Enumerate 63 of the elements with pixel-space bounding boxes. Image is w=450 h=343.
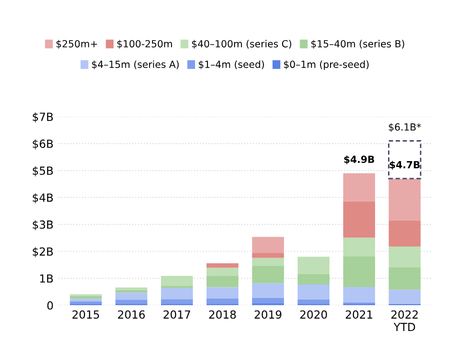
bar xyxy=(252,298,284,304)
bar xyxy=(115,287,148,290)
x-tick-label: 2018 xyxy=(209,310,236,319)
x-tick-label: 2016 xyxy=(118,310,145,319)
y-tick-label: $3B xyxy=(32,220,53,230)
bar xyxy=(343,256,376,287)
bar xyxy=(206,263,238,268)
bar xyxy=(298,274,330,285)
legend-label: $0–1m (pre-seed) xyxy=(284,60,369,70)
y-tick-label: $5B xyxy=(32,166,53,176)
bar xyxy=(252,258,284,266)
x-tick-label: 2015 xyxy=(72,310,99,319)
y-tick-label: 1B xyxy=(40,274,53,283)
bar xyxy=(252,236,284,253)
bar xyxy=(160,299,193,304)
bar xyxy=(70,298,102,302)
y-tick-label: 0 xyxy=(47,301,53,310)
bar xyxy=(115,292,148,300)
bar xyxy=(160,276,193,286)
annotation: $4.7B xyxy=(390,160,420,170)
bar xyxy=(70,301,102,304)
legend-label: $100-250m xyxy=(117,40,172,49)
bar xyxy=(206,276,238,288)
bar xyxy=(388,268,421,290)
annotation: $4.9B xyxy=(344,155,374,164)
bar xyxy=(388,140,422,180)
bar xyxy=(252,252,284,258)
annotation: $6.1B* xyxy=(388,123,421,132)
bar xyxy=(298,299,330,304)
legend-label: $15–40m (series B) xyxy=(311,40,404,49)
bar xyxy=(206,298,238,304)
bar xyxy=(298,284,330,300)
bar xyxy=(115,290,148,293)
bar xyxy=(388,246,421,268)
legend-label: $250m+ xyxy=(56,40,98,49)
bar xyxy=(298,256,330,274)
legend-label: $40–100m (series C) xyxy=(192,40,292,49)
bar xyxy=(343,201,376,238)
bar xyxy=(343,238,376,256)
y-tick-label: $6B xyxy=(32,139,53,150)
bar xyxy=(252,266,284,284)
bar xyxy=(388,220,421,247)
bar xyxy=(70,296,102,299)
bar xyxy=(388,178,421,220)
legend-label: $1–4m (seed) xyxy=(198,60,264,70)
legend-label: $4–15m (series A) xyxy=(92,60,179,70)
y-tick-label: $7B xyxy=(32,112,53,122)
x-tick-label: 2020 xyxy=(300,310,327,319)
bar xyxy=(252,283,284,298)
bar xyxy=(160,286,193,288)
x-tick-label: 2017 xyxy=(164,310,190,319)
x-tick-label: 2019 xyxy=(254,310,282,319)
bar xyxy=(206,268,238,276)
y-tick-label: $4B xyxy=(32,193,53,204)
bar xyxy=(388,290,421,304)
bar xyxy=(160,288,193,300)
x-tick-label: 2022 YTD xyxy=(391,310,418,332)
bar xyxy=(343,286,376,302)
x-tick-label: 2021 xyxy=(346,310,372,319)
bar xyxy=(115,300,148,304)
y-tick-label: $2B xyxy=(32,247,53,258)
bar xyxy=(206,287,238,298)
bar xyxy=(343,173,376,202)
